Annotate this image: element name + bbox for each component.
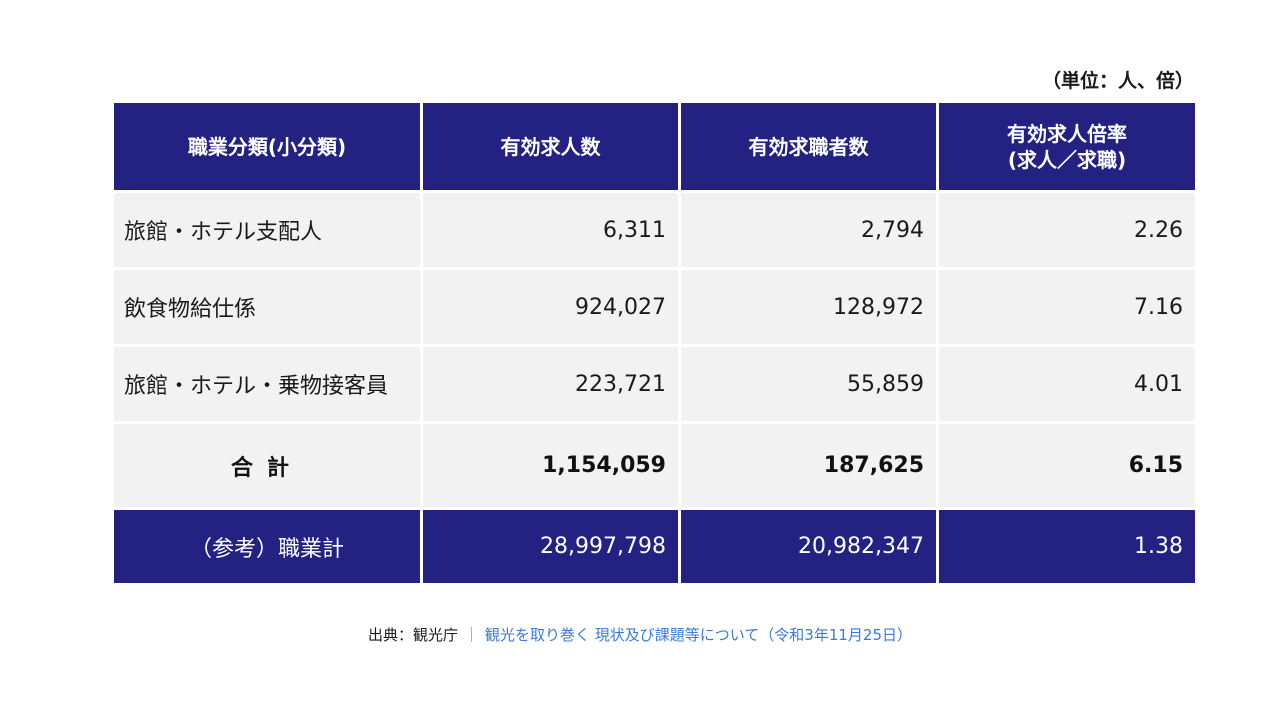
total-openings: 1,154,059 — [420, 421, 681, 510]
header-occupation: 職業分類(小分類) — [111, 100, 423, 193]
total-seekers: 187,625 — [678, 421, 939, 510]
header-openings: 有効求人数 — [420, 100, 681, 193]
total-ratio: 6.15 — [936, 421, 1198, 510]
source-separator: ｜ — [463, 626, 479, 644]
source-label: 出典：観光庁 — [367, 626, 458, 644]
reference-seekers: 20,982,347 — [678, 507, 939, 586]
source-line: 出典：観光庁 ｜ 観光を取り巻く 現状及び課題等について（令和3年11月25日） — [0, 624, 1280, 645]
reference-row: （参考）職業計 28,997,798 20,982,347 1.38 — [111, 507, 1198, 586]
total-row: 合計 1,154,059 187,625 6.15 — [111, 421, 1198, 510]
row-ratio: 7.16 — [936, 267, 1198, 347]
reference-ratio: 1.38 — [936, 507, 1198, 586]
row-ratio: 4.01 — [936, 344, 1198, 424]
table-row: 飲食物給仕係 924,027 128,972 7.16 — [111, 267, 1198, 347]
table-header-row: 職業分類(小分類) 有効求人数 有効求職者数 有効求人倍率 (求人／求職) — [111, 100, 1198, 193]
reference-label: （参考）職業計 — [111, 507, 423, 586]
row-occupation: 旅館・ホテル・乗物接客員 — [111, 344, 423, 424]
unit-note: （単位：人、倍） — [1041, 70, 1194, 92]
row-openings: 223,721 — [420, 344, 681, 424]
row-seekers: 55,859 — [678, 344, 939, 424]
row-occupation: 飲食物給仕係 — [111, 267, 423, 347]
row-openings: 924,027 — [420, 267, 681, 347]
header-seekers: 有効求職者数 — [678, 100, 939, 193]
header-ratio: 有効求人倍率 (求人／求職) — [936, 100, 1198, 193]
row-seekers: 2,794 — [678, 190, 939, 270]
row-openings: 6,311 — [420, 190, 681, 270]
row-occupation: 旅館・ホテル支配人 — [111, 190, 423, 270]
table-row: 旅館・ホテル・乗物接客員 223,721 55,859 4.01 — [111, 344, 1198, 424]
reference-openings: 28,997,798 — [420, 507, 681, 586]
table-row: 旅館・ホテル支配人 6,311 2,794 2.26 — [111, 190, 1198, 270]
row-seekers: 128,972 — [678, 267, 939, 347]
job-openings-table: 職業分類(小分類) 有効求人数 有効求職者数 有効求人倍率 (求人／求職) 旅館… — [111, 100, 1198, 586]
row-ratio: 2.26 — [936, 190, 1198, 270]
total-label: 合計 — [111, 421, 423, 510]
source-link[interactable]: 観光を取り巻く 現状及び課題等について（令和3年11月25日） — [484, 626, 913, 644]
